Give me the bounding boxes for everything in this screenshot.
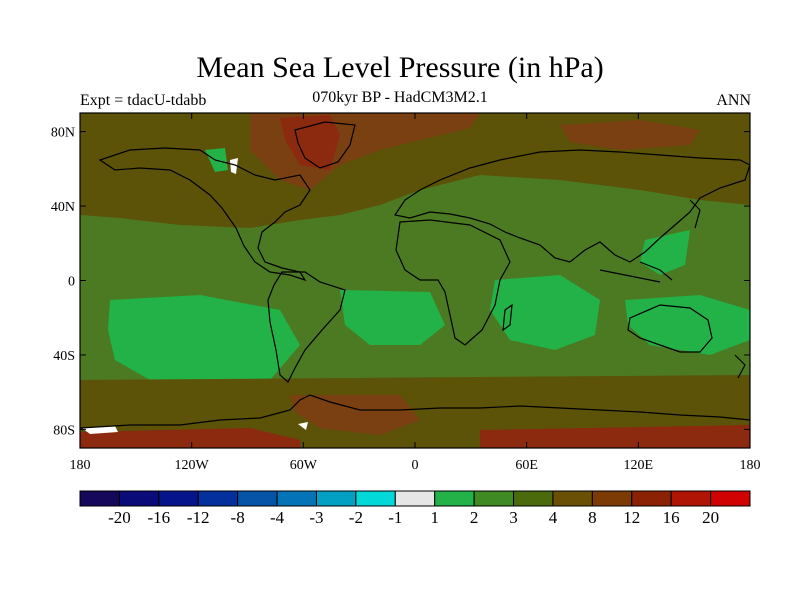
colorbar-swatch [591, 490, 633, 507]
contour-region-brown [290, 395, 420, 435]
contour-region-light_green [108, 295, 300, 388]
colorbar-swatch [710, 490, 751, 507]
colorbar-label: 12 [623, 508, 640, 527]
colorbar-swatch [118, 490, 160, 507]
season-label: ANN [716, 92, 751, 109]
lon-tick-label: 60E [515, 458, 538, 473]
colorbar-label: -8 [231, 508, 245, 527]
colorbar-swatch [355, 490, 396, 507]
lon-tick-label: 0 [412, 458, 419, 473]
contour-region-light_green [340, 290, 445, 345]
colorbar-swatch [434, 490, 475, 507]
colorbar-label: 4 [549, 508, 558, 527]
contour-region-red_brown [280, 115, 340, 170]
contour-region-brown [560, 120, 700, 150]
experiment-label: Expt = tdacU-tdabb [80, 92, 207, 109]
contour-region-light_green [490, 275, 600, 350]
contour-region-red_brown [80, 428, 300, 448]
colorbar-swatch [513, 490, 554, 507]
colorbar-label: -16 [147, 508, 170, 527]
colorbar: -20 -16 -12 -8 -4 -3 -2 -1 1 2 3 4 8 12 16 20 [79, 490, 751, 527]
colorbar-label: 2 [470, 508, 479, 527]
colorbar-swatch [79, 490, 120, 507]
contour-region-white [230, 158, 238, 174]
colorbar-swatch [670, 490, 712, 507]
colorbar-swatch [158, 490, 199, 507]
contour-region-white [298, 422, 308, 430]
lat-tick-label: 80N [51, 126, 75, 141]
page-title: Mean Sea Level Pressure (in hPa) [196, 51, 604, 84]
colorbar-swatch [552, 490, 593, 507]
lon-tick-label: 180 [740, 458, 761, 473]
lon-tick-label: 120E [624, 458, 654, 473]
colorbar-swatch [315, 490, 357, 507]
colorbar-label: -4 [270, 508, 285, 527]
contour-region-light_green [640, 230, 690, 275]
subtitle: 070kyr BP - HadCM3M2.1 [312, 89, 488, 106]
contour-region-red_brown [480, 425, 750, 448]
colorbar-label: 3 [509, 508, 518, 527]
colorbar-label: -12 [187, 508, 210, 527]
colorbar-label: 20 [702, 508, 719, 527]
contour-region-light_green [625, 295, 750, 355]
contour-region-white [82, 426, 118, 434]
colorbar-swatch [394, 490, 436, 507]
pressure-field [80, 113, 750, 448]
lat-tick-label: 0 [68, 275, 75, 290]
colorbar-swatch [197, 490, 239, 507]
colorbar-swatch [631, 490, 672, 507]
colorbar-swatch [473, 490, 515, 507]
lon-tick-label: 180 [70, 458, 91, 473]
coastlines [80, 121, 750, 429]
colorbar-swatch [276, 490, 317, 507]
colorbar-swatch [237, 490, 278, 507]
colorbar-label: -20 [108, 508, 131, 527]
lat-tick-label: 40N [51, 200, 75, 215]
colorbar-label: -3 [309, 508, 323, 527]
lat-tick-label: 40S [53, 349, 75, 364]
lat-tick-label: 80S [53, 423, 75, 438]
lon-tick-label: 60W [290, 458, 318, 473]
contour-regions [80, 113, 750, 448]
lon-tick-label: 120W [175, 458, 210, 473]
colorbar-label: 16 [663, 508, 680, 527]
colorbar-label: 8 [588, 508, 597, 527]
colorbar-label: -2 [349, 508, 363, 527]
colorbar-label: -1 [388, 508, 402, 527]
colorbar-label: 1 [430, 508, 439, 527]
axis-ticks: 80N 40N 0 40S 80S 180 120W 60W 0 60E 120E 180 [51, 113, 761, 473]
